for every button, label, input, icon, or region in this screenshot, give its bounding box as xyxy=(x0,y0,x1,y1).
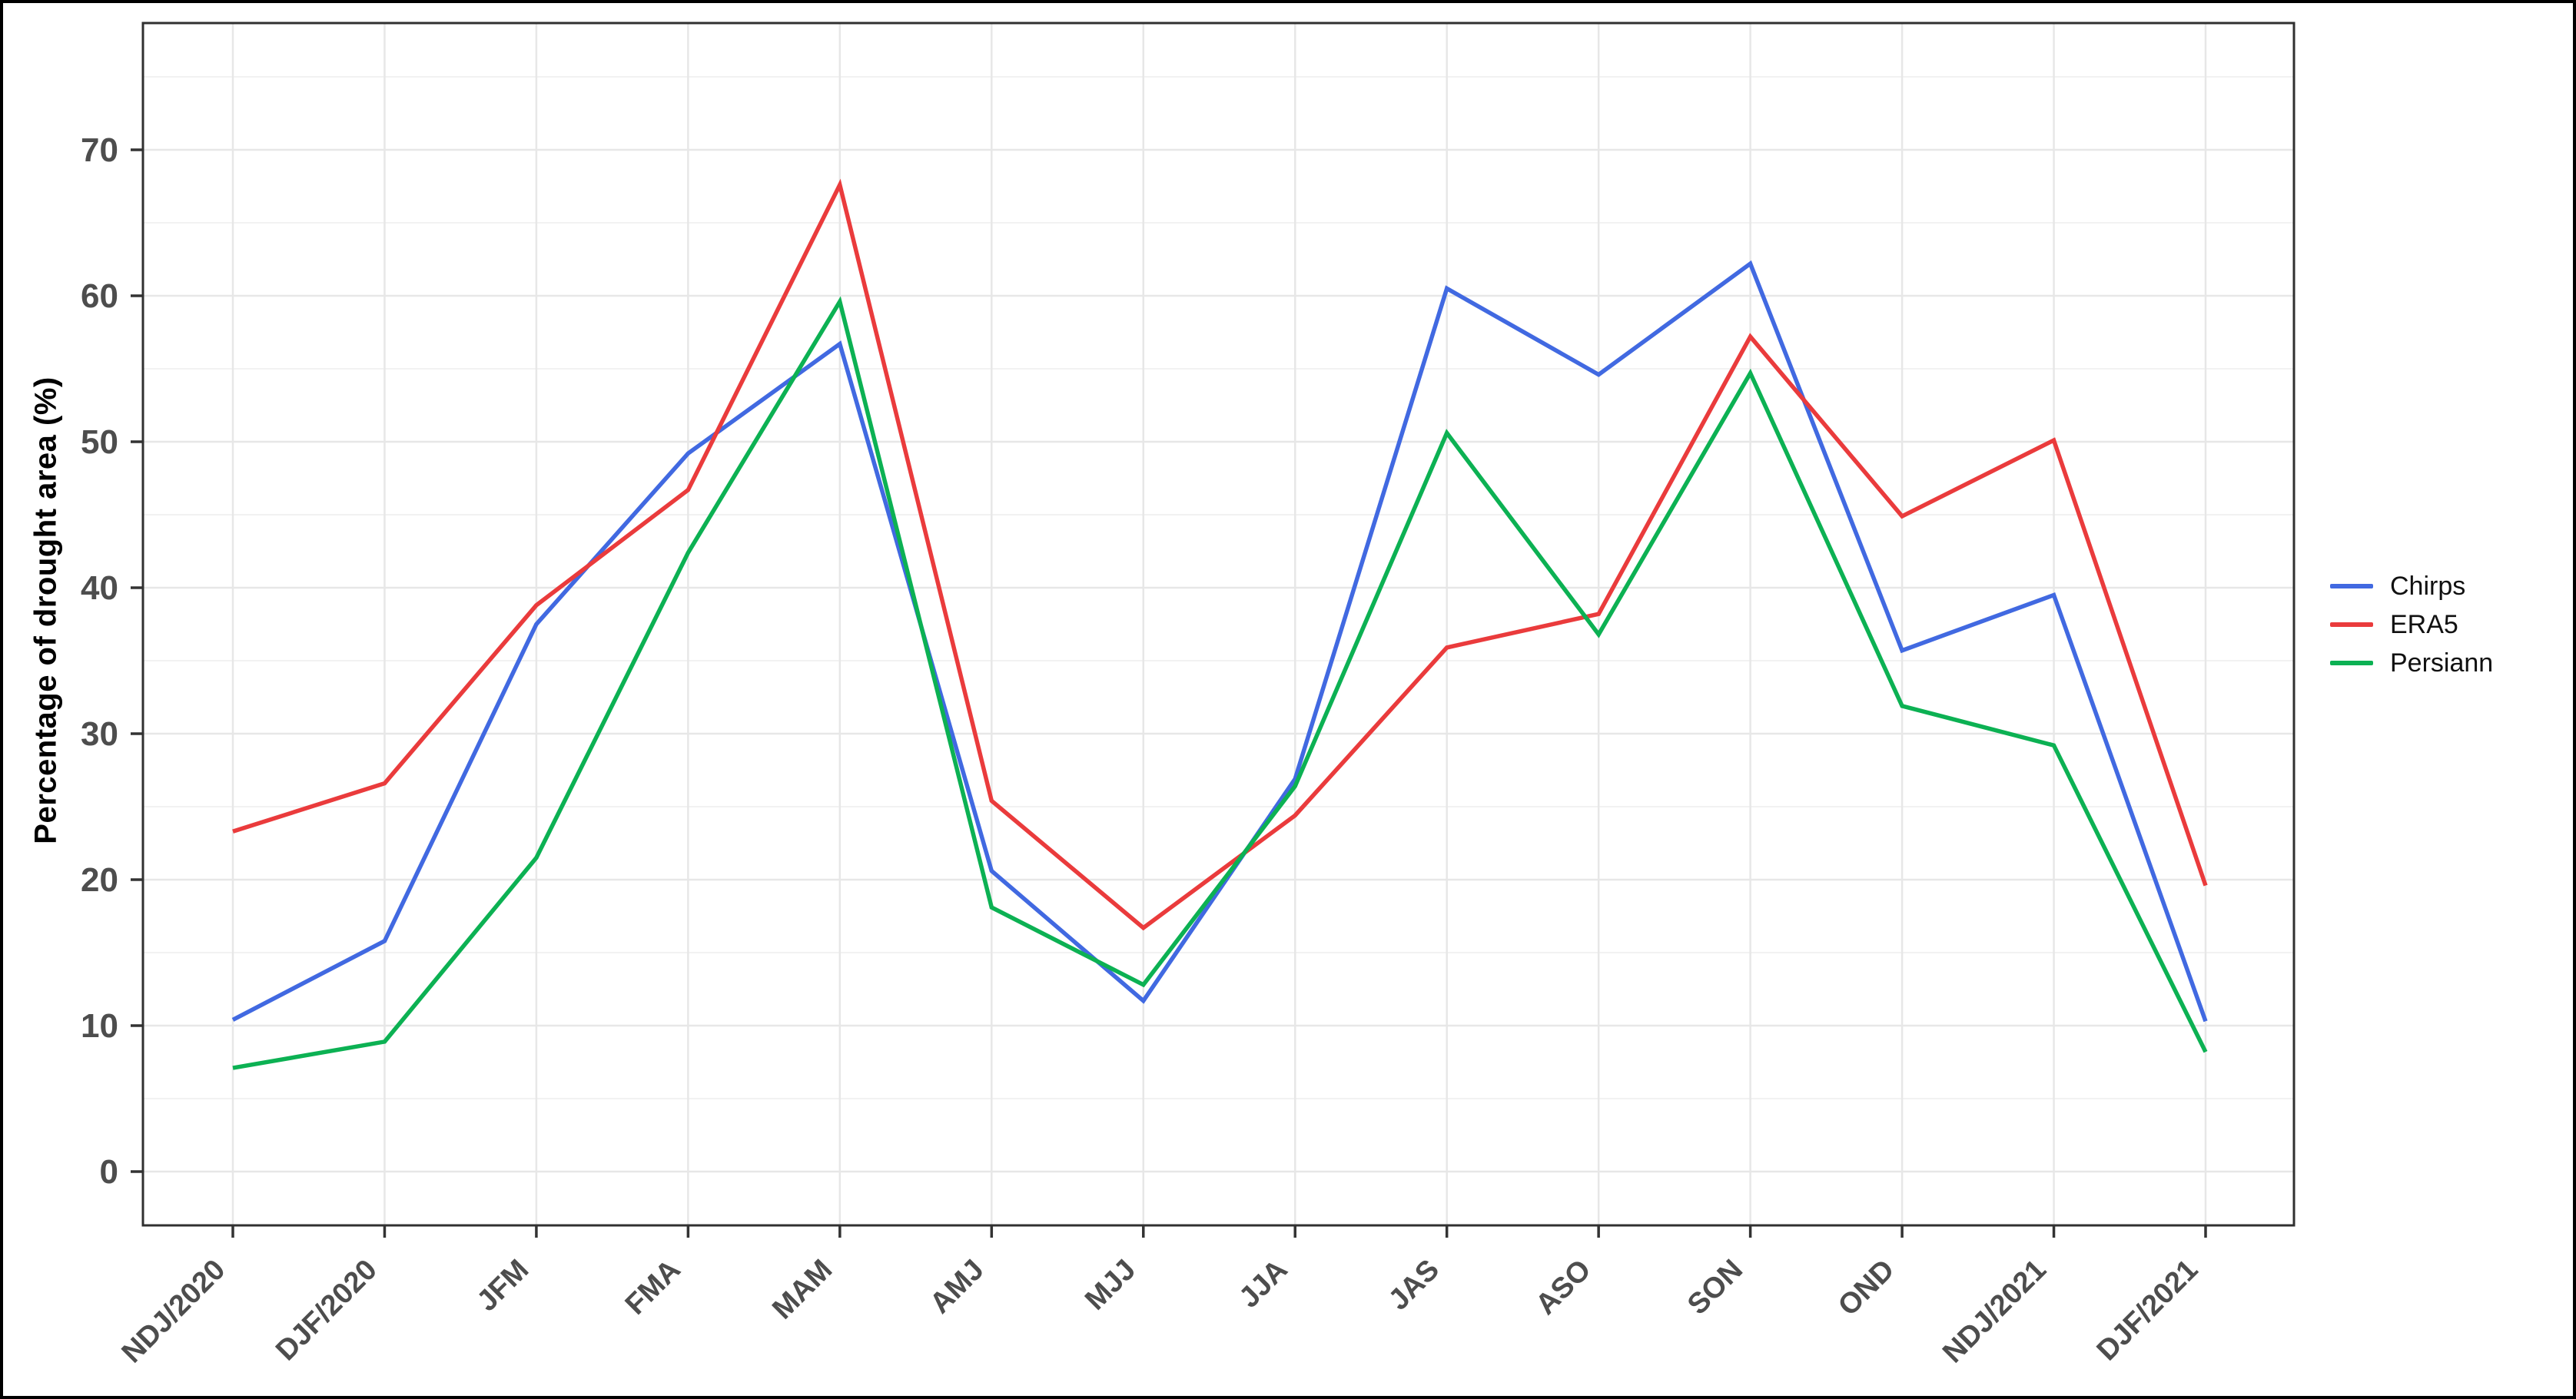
x-tick-label: OND xyxy=(1832,1254,1900,1322)
y-tick-label: 40 xyxy=(81,569,118,607)
legend-item-chirps: Chirps xyxy=(2330,573,2493,599)
legend-label-era5: ERA5 xyxy=(2390,610,2458,639)
series-line-chirps xyxy=(231,260,2208,1023)
x-tick-label: FMA xyxy=(619,1254,687,1321)
line-chart: 0 10 20 30 40 50 60 70 NDJ/2020 DJF/2020 JFM FMA MAM… xyxy=(81,22,2295,1370)
y-tick-label: 70 xyxy=(81,131,118,169)
x-tick-label: AMJ xyxy=(924,1254,990,1320)
y-tick-label: 0 xyxy=(100,1153,118,1191)
x-tick-label: DJF/2020 xyxy=(270,1254,383,1368)
x-tick-label: NDJ/2020 xyxy=(116,1254,232,1370)
y-tick-label: 10 xyxy=(81,1007,118,1045)
legend-label-chirps: Chirps xyxy=(2390,572,2466,601)
legend: Chirps ERA5 Persiann xyxy=(2330,573,2493,676)
x-tick-label: ASO xyxy=(1530,1254,1598,1321)
y-tick-label: 50 xyxy=(81,423,118,461)
legend-line-swatch-persiann xyxy=(2330,661,2373,665)
x-tick-label: JFM xyxy=(471,1254,535,1318)
y-axis-title: Percentage of drought area (%) xyxy=(28,376,63,844)
y-tick-label: 60 xyxy=(81,277,118,315)
x-tick-label: MJJ xyxy=(1079,1254,1142,1317)
x-tick-label: SON xyxy=(1681,1254,1749,1321)
legend-label-persiann: Persiann xyxy=(2390,648,2494,678)
legend-line-swatch-chirps xyxy=(2330,584,2373,588)
panel-border xyxy=(141,22,2295,1227)
legend-item-persiann: Persiann xyxy=(2330,650,2493,676)
x-tick-label: NDJ/2021 xyxy=(1937,1254,2053,1370)
y-tick-label: 30 xyxy=(81,715,118,753)
legend-line-swatch-era5 xyxy=(2330,622,2373,627)
series-line-era5 xyxy=(232,178,2208,931)
x-tick-label: DJF/2021 xyxy=(2091,1254,2205,1368)
x-tick-label: JAS xyxy=(1383,1254,1446,1317)
legend-item-era5: ERA5 xyxy=(2330,612,2493,638)
series-line-persiann xyxy=(232,296,2208,1070)
x-tick-label: JJA xyxy=(1233,1254,1294,1314)
y-tick-label: 20 xyxy=(81,861,118,899)
x-tick-label: MAM xyxy=(766,1254,838,1326)
